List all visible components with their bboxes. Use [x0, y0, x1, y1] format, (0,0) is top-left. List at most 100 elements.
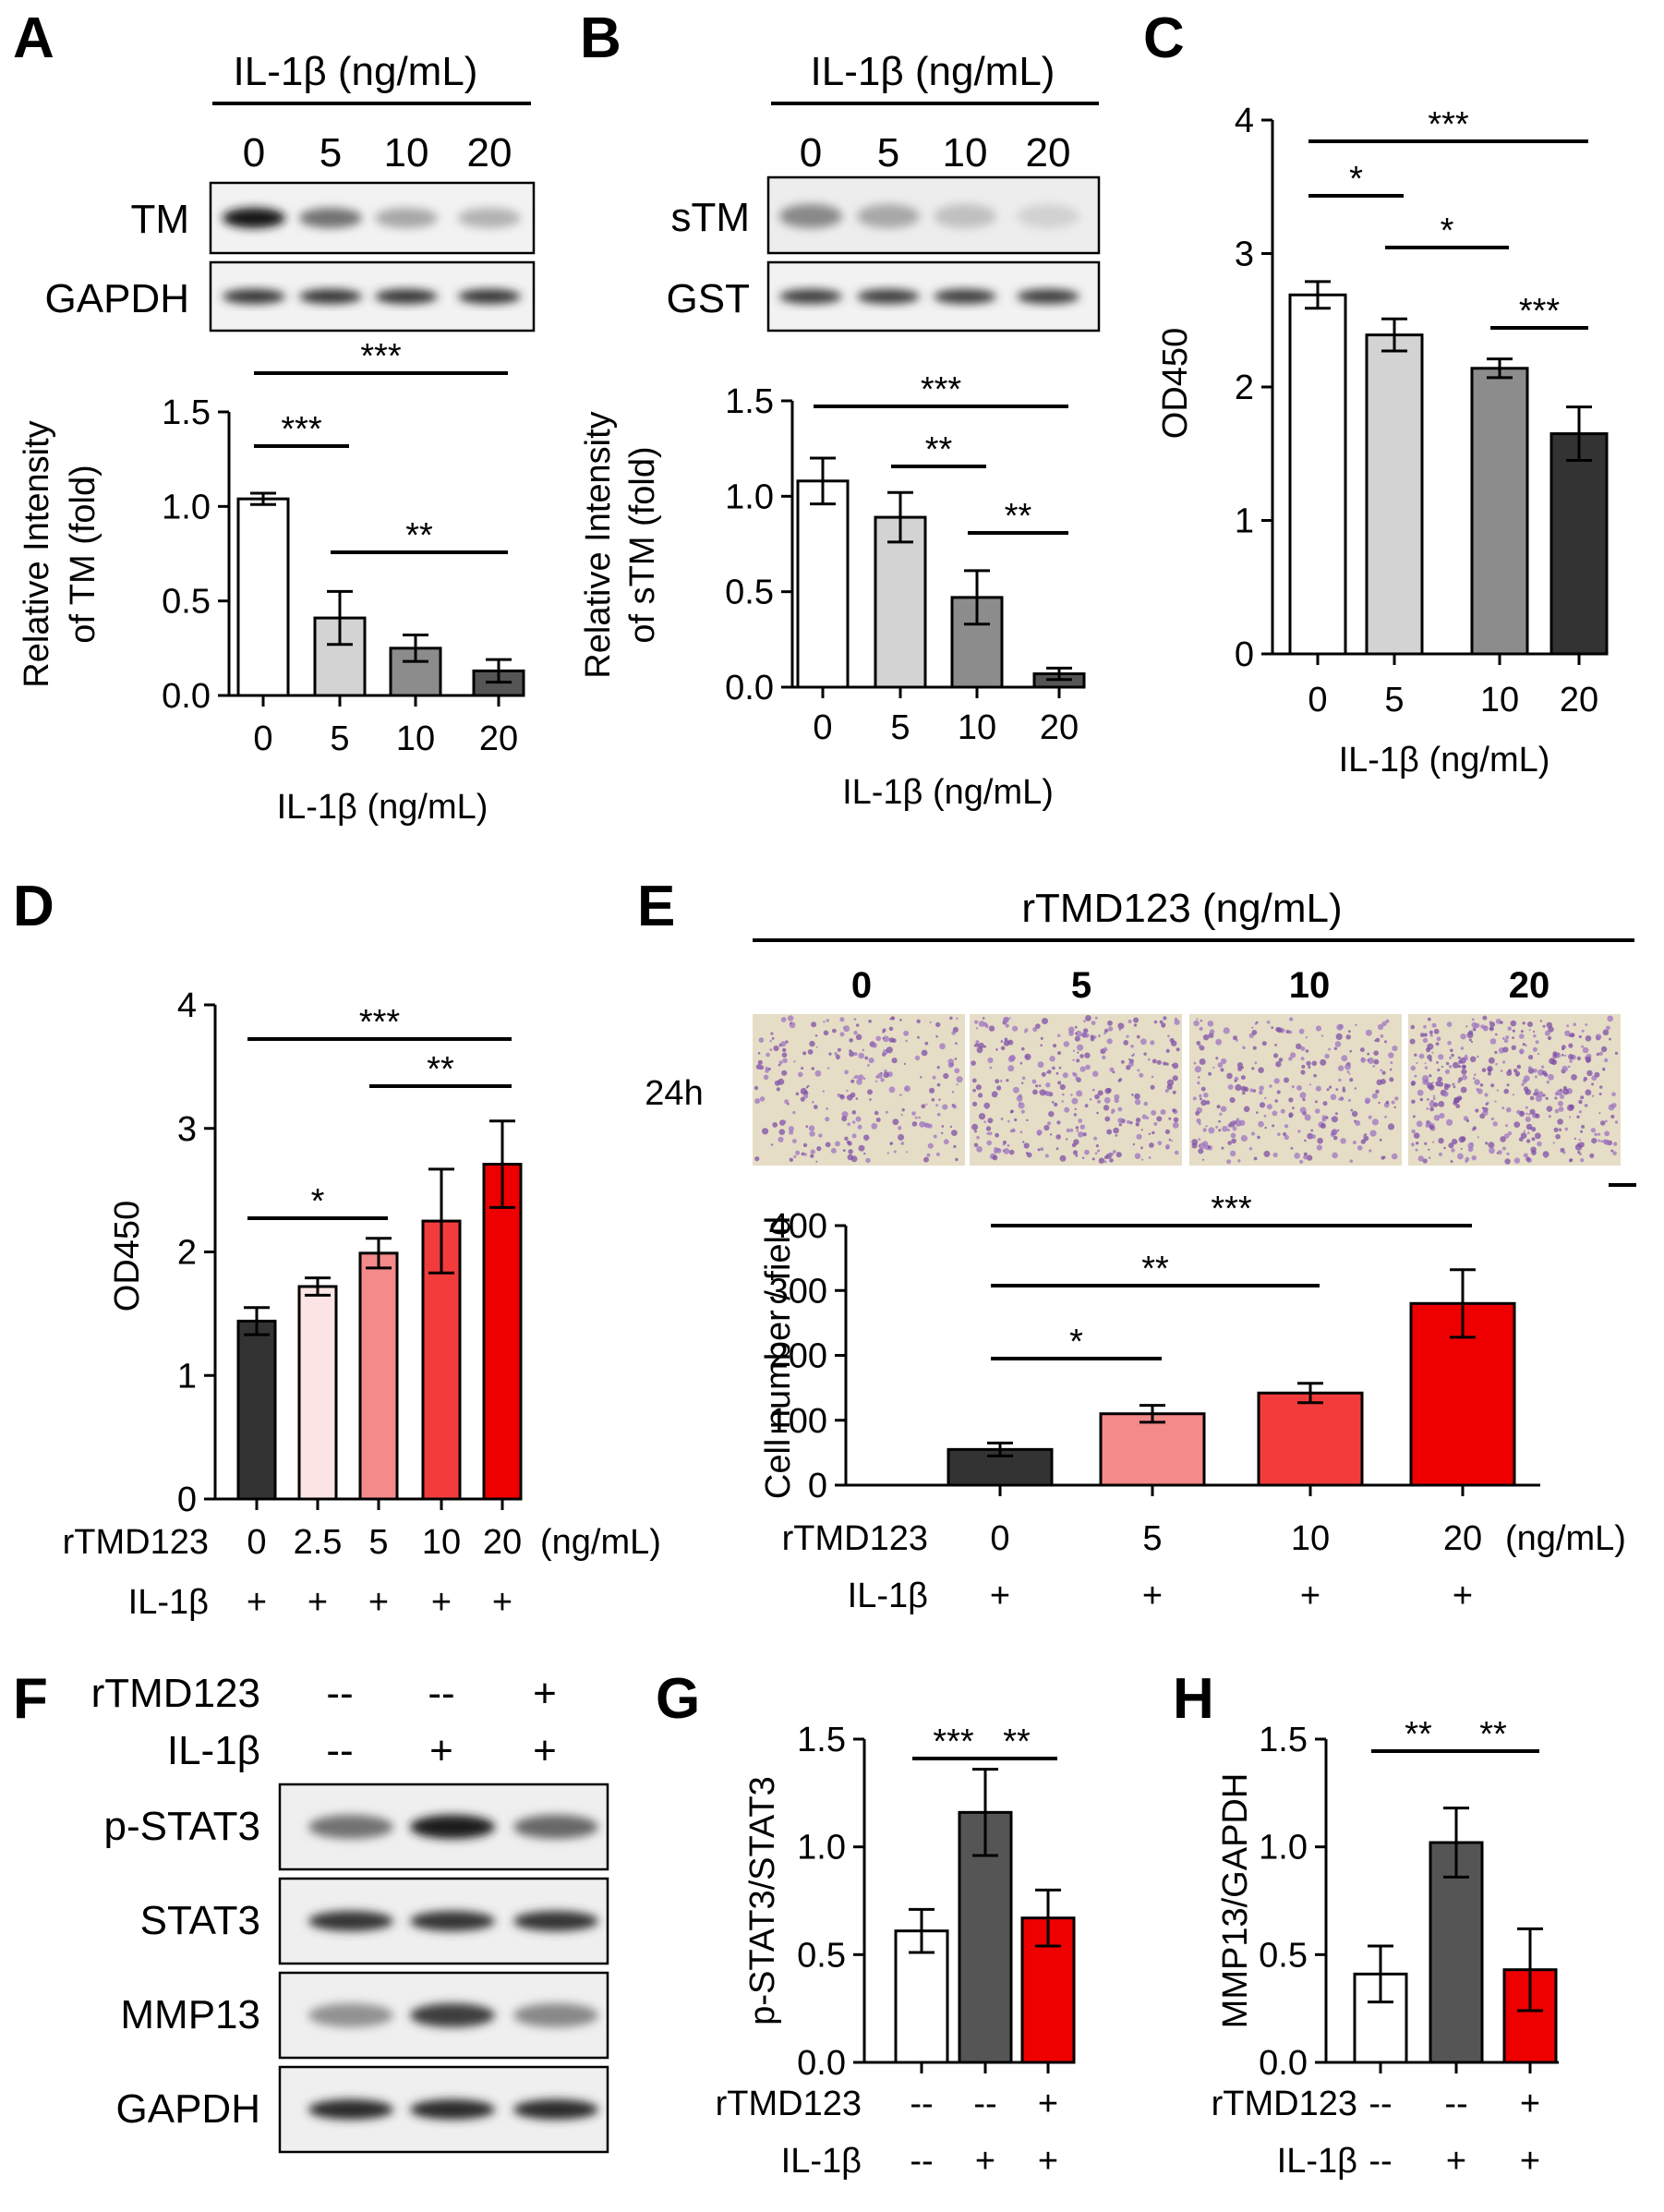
micro-cell	[1364, 1097, 1371, 1104]
micro-cell	[1272, 1152, 1278, 1158]
significance-label: **	[1479, 1715, 1507, 1754]
micro-cell	[1148, 1058, 1151, 1061]
micro-cell	[1221, 1146, 1224, 1150]
micro-cell	[1305, 1036, 1308, 1039]
micro-cell	[1235, 1083, 1242, 1092]
micro-cell	[865, 1157, 871, 1164]
micro-cell	[1582, 1046, 1589, 1054]
y-tick-label: 0.0	[162, 677, 211, 716]
micro-cell	[1083, 1020, 1086, 1023]
micro-cell	[1351, 1110, 1358, 1118]
row-label: rTMD123	[716, 2085, 862, 2123]
micro-cell	[868, 1020, 872, 1023]
micro-cell	[935, 1034, 938, 1038]
micro-cell	[949, 1125, 953, 1129]
micro-cell	[778, 1063, 781, 1067]
micro-cell	[1045, 1082, 1051, 1088]
micro-cell	[1014, 1118, 1018, 1122]
micro-cell	[851, 1110, 857, 1115]
micro-cell	[1392, 1046, 1398, 1052]
micro-cell	[1046, 1121, 1052, 1126]
micro-cell	[1032, 1026, 1038, 1033]
y-tick-label: 400	[769, 1207, 827, 1246]
micro-cell	[1121, 1060, 1125, 1064]
micro-cell	[1073, 1049, 1075, 1052]
micro-cell	[1334, 1041, 1342, 1047]
micro-cell	[1610, 1114, 1615, 1119]
micro-cell	[1488, 1142, 1495, 1149]
micro-cell	[1599, 1085, 1603, 1089]
micro-cell	[1452, 1082, 1455, 1086]
category-label: 5	[1142, 1519, 1162, 1558]
micro-cell	[914, 1055, 921, 1061]
micro-cell	[1578, 1138, 1581, 1142]
micro-cell	[771, 1037, 775, 1040]
micro-cell	[1258, 1120, 1264, 1128]
micro-cell	[1485, 1103, 1489, 1106]
micro-cell	[825, 1142, 831, 1148]
micro-cell	[1174, 1150, 1179, 1155]
micro-cell	[1510, 1020, 1517, 1027]
category-label: 0	[813, 708, 832, 747]
micro-cell	[1335, 1088, 1339, 1091]
micro-cell	[1502, 1060, 1506, 1064]
micro-cell	[1444, 1069, 1451, 1074]
micro-cell	[911, 1111, 916, 1116]
micro-cell	[1567, 1065, 1571, 1069]
micro-cell	[1127, 1058, 1130, 1060]
y-tick-label: 3	[177, 1110, 197, 1149]
micro-cell	[1430, 1099, 1434, 1103]
micro-cell	[1043, 1125, 1050, 1131]
micro-cell	[1564, 1127, 1569, 1131]
micro-cell	[916, 1019, 921, 1024]
micro-cell	[1385, 1100, 1390, 1105]
micro-cell	[1320, 1058, 1327, 1066]
blot-f-treat-value: +	[533, 1728, 557, 1773]
micro-cell	[1198, 1122, 1201, 1126]
micro-cell	[899, 1094, 902, 1096]
micro-cell	[1074, 1107, 1077, 1110]
micro-cell	[936, 1112, 941, 1117]
micro-cell	[1049, 1133, 1053, 1136]
band	[308, 1815, 393, 1839]
micro-cell	[1059, 1154, 1067, 1162]
micro-cell	[900, 1113, 903, 1117]
micro-cell	[1511, 1045, 1517, 1051]
micro-cell	[988, 1131, 993, 1136]
micro-cell	[1372, 1065, 1376, 1068]
micro-cell	[987, 1118, 994, 1124]
micro-cell	[1547, 1035, 1552, 1041]
micro-cell	[1140, 1129, 1143, 1131]
micro-cell	[1411, 1099, 1416, 1105]
micro-cell	[1272, 1124, 1275, 1128]
micro-cell	[788, 1126, 794, 1132]
micro-cell	[939, 1043, 946, 1050]
micro-cell	[1604, 1058, 1609, 1063]
micro-cell	[1579, 1153, 1582, 1155]
micro-cell	[923, 1156, 929, 1163]
micro-cell	[1314, 1108, 1320, 1114]
micro-cell	[1602, 1029, 1610, 1036]
row-label: rTMD123	[63, 1523, 209, 1562]
micro-cell	[886, 1152, 889, 1154]
micro-cell	[770, 1143, 774, 1146]
micro-cell	[898, 1133, 905, 1141]
micro-cell	[1591, 1075, 1598, 1082]
micro-cell	[1005, 1023, 1009, 1028]
micro-cell	[1433, 1028, 1440, 1034]
micro-cell	[978, 1093, 983, 1098]
micro-cell	[1296, 1085, 1302, 1091]
micro-cell	[985, 1126, 992, 1131]
micro-cell	[1431, 1082, 1434, 1084]
micro-cell	[1075, 1030, 1082, 1037]
micro-cell	[826, 1107, 828, 1110]
micro-cell	[1541, 1065, 1545, 1069]
micro-cell	[931, 1098, 935, 1102]
micro-cell	[983, 1120, 986, 1123]
micro-cell	[1141, 1158, 1144, 1161]
micro-cell	[855, 1097, 859, 1100]
micro-cell	[1097, 1149, 1101, 1153]
micro-cell	[1031, 1079, 1037, 1084]
micro-cell	[1042, 1018, 1048, 1024]
micro-cell	[1078, 1131, 1084, 1138]
